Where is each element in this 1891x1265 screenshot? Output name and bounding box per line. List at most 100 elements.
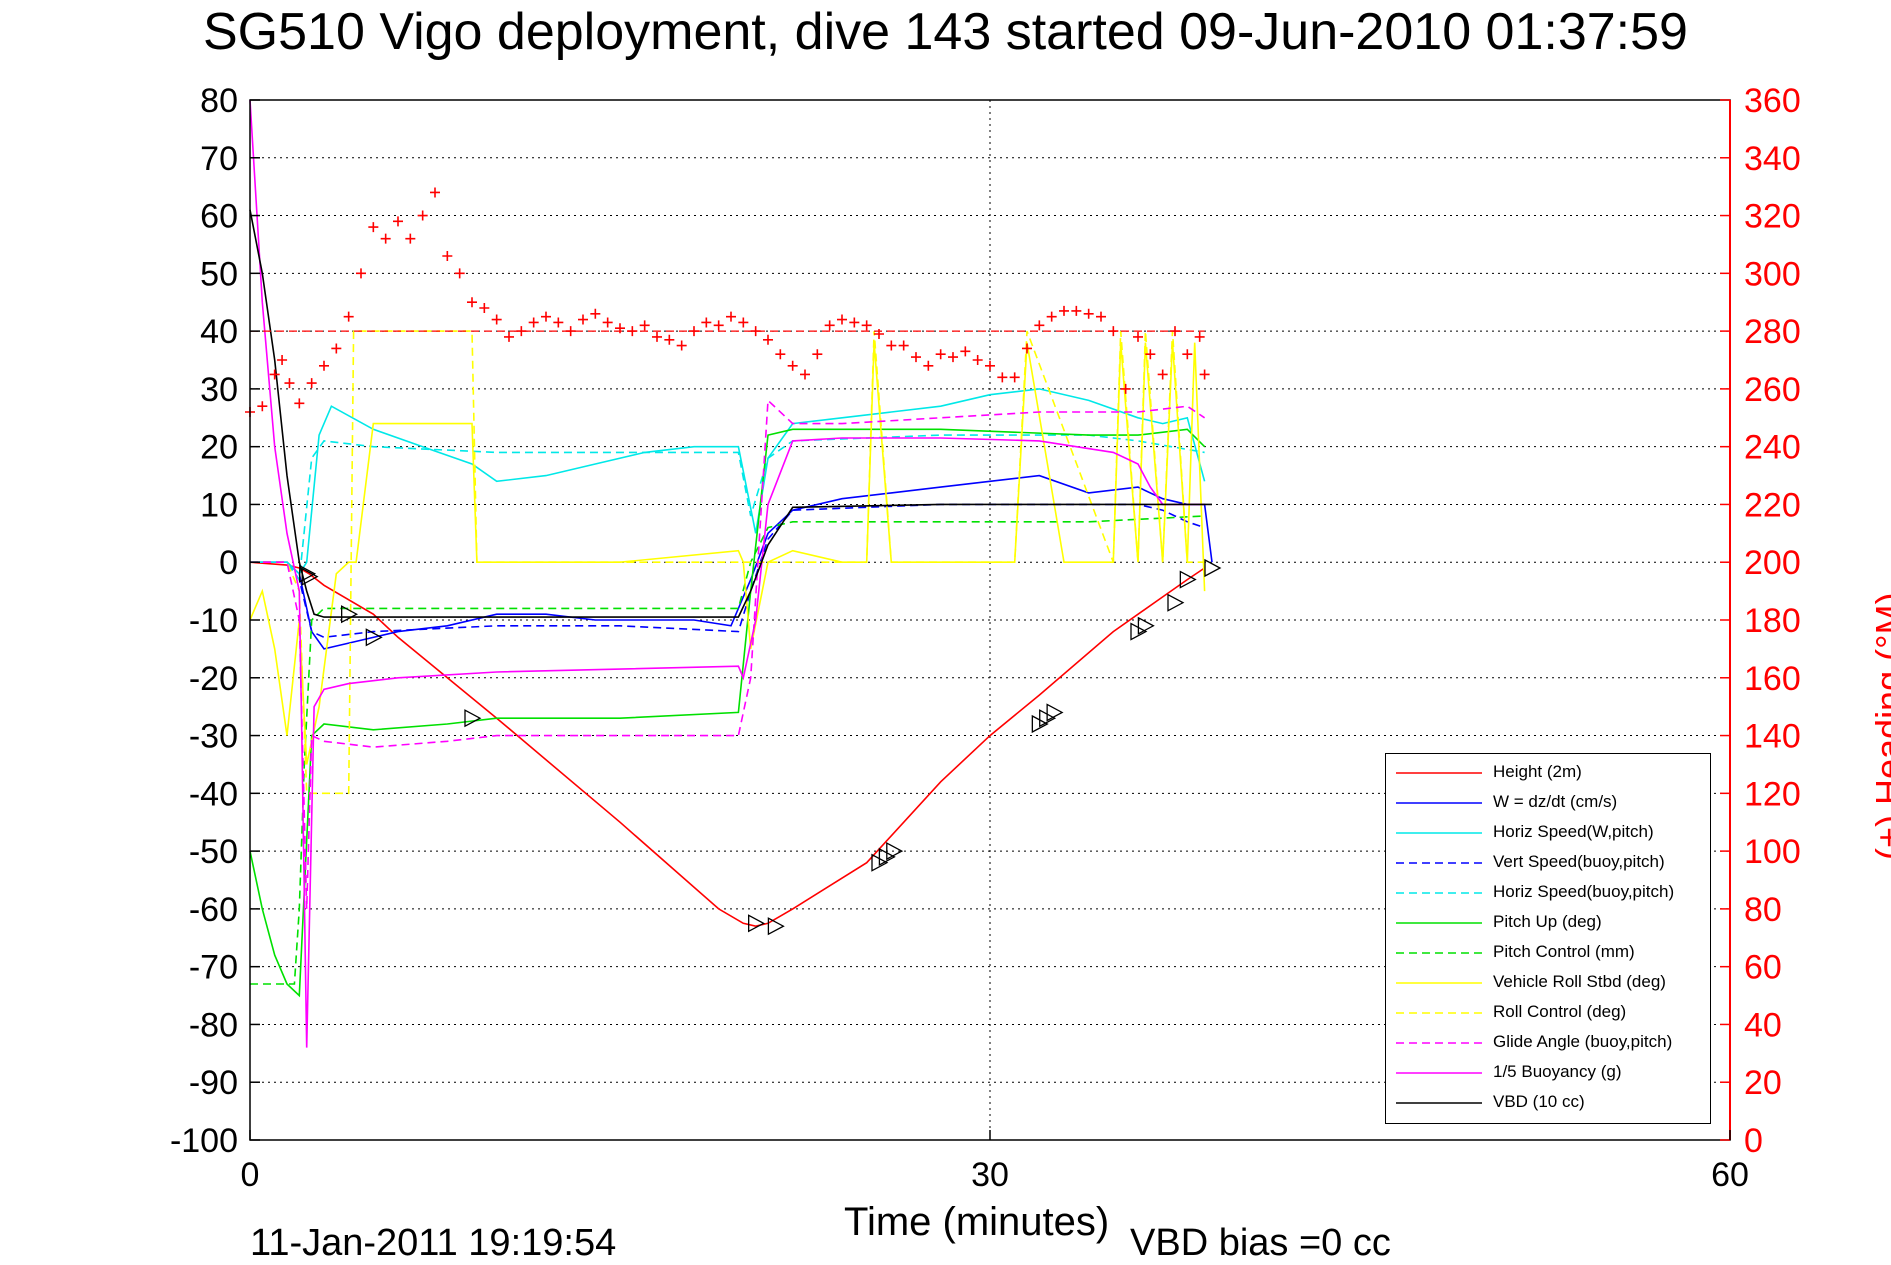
legend-entry: W = dz/dt (cm/s) — [1386, 788, 1710, 818]
ytick-label: 20 — [200, 429, 238, 467]
heading-marker — [442, 251, 453, 261]
y2tick-label: 0 — [1744, 1122, 1763, 1160]
heading-marker — [294, 398, 305, 409]
heading-marker — [1022, 343, 1032, 354]
heading-marker — [1133, 331, 1143, 342]
heading-marker — [590, 308, 601, 319]
heading-marker — [960, 346, 971, 357]
legend-entry: VBD (10 cc) — [1386, 1088, 1710, 1118]
legend-entry: Height (2m) — [1386, 758, 1710, 788]
legend-swatch — [1396, 862, 1482, 864]
y2tick-label: 320 — [1744, 198, 1801, 236]
triangle-marker — [365, 628, 383, 647]
legend-label: Glide Angle (buoy,pitch) — [1493, 1032, 1673, 1051]
heading-marker — [652, 331, 662, 342]
heading-marker — [627, 326, 638, 337]
legend-label: VBD (10 cc) — [1493, 1092, 1585, 1111]
legend-swatch — [1396, 1012, 1482, 1014]
heading-marker — [1194, 331, 1205, 342]
y2tick-label: 140 — [1744, 718, 1801, 756]
heading-marker — [1034, 320, 1045, 331]
legend: Height (2m) W = dz/dt (cm/s) Horiz Speed(W… — [1385, 753, 1711, 1124]
ytick-label: -20 — [189, 660, 238, 698]
ytick-label: -70 — [189, 949, 238, 987]
y2tick-label: 200 — [1744, 544, 1801, 582]
y2tick-label: 100 — [1744, 833, 1801, 871]
legend-label: Horiz Speed(buoy,pitch) — [1493, 882, 1675, 901]
series-line-4 — [250, 434, 1205, 582]
ytick-label: -40 — [189, 775, 238, 813]
legend-label: W = dz/dt (cm/s) — [1493, 792, 1618, 811]
legend-entry: Vert Speed(buoy,pitch) — [1386, 848, 1710, 878]
heading-marker — [1071, 305, 1082, 316]
heading-marker — [972, 355, 983, 365]
heading-marker — [800, 369, 810, 380]
heading-marker — [886, 340, 897, 351]
series-line-2 — [250, 388, 1206, 576]
legend-swatch — [1396, 1042, 1482, 1044]
heading-marker — [812, 349, 823, 360]
triangle-marker — [1137, 616, 1155, 635]
series-line-7 — [249, 342, 1206, 765]
ytick-label: -30 — [189, 718, 238, 756]
series-line-1 — [250, 474, 1213, 650]
legend-swatch — [1396, 922, 1482, 924]
heading-marker — [1182, 349, 1193, 360]
heading-marker — [775, 349, 786, 360]
y2tick-label: 360 — [1744, 82, 1801, 120]
ytick-label: -60 — [189, 891, 238, 929]
heading-marker — [331, 343, 342, 354]
ytick-label: 40 — [200, 313, 238, 351]
heading-marker — [701, 317, 712, 328]
heading-marker — [824, 320, 835, 331]
ytick-label: -50 — [189, 833, 238, 871]
legend-label: 1/5 Buoyancy (g) — [1493, 1062, 1622, 1081]
heading-marker — [306, 378, 317, 389]
heading-markers — [245, 187, 1210, 417]
heading-marker — [1145, 349, 1156, 360]
series-line-3 — [250, 503, 1205, 639]
heading-marker — [738, 317, 749, 328]
heading-marker — [343, 311, 354, 322]
triangle-marker — [1167, 593, 1185, 612]
y2tick-label: 280 — [1744, 313, 1801, 351]
heading-marker — [1059, 305, 1069, 316]
legend-swatch — [1396, 802, 1482, 804]
heading-marker — [898, 340, 909, 351]
heading-marker — [504, 331, 514, 342]
y2tick-label: 60 — [1744, 949, 1782, 987]
heading-marker — [689, 326, 699, 337]
heading-marker — [1046, 311, 1057, 322]
heading-marker — [861, 320, 872, 331]
heading-marker — [750, 326, 761, 337]
triangle-marker — [886, 842, 904, 861]
heading-marker — [615, 323, 625, 334]
legend-swatch — [1396, 892, 1482, 894]
legend-swatch — [1396, 832, 1482, 834]
legend-label: Vehicle Roll Stbd (deg) — [1493, 972, 1666, 991]
heading-marker — [368, 222, 379, 233]
y2tick-label: 340 — [1744, 140, 1801, 178]
heading-marker — [430, 187, 440, 198]
heading-marker — [874, 329, 884, 339]
ytick-label: 60 — [200, 198, 238, 236]
y2tick-label: 180 — [1744, 602, 1801, 640]
heading-marker — [516, 326, 527, 337]
triangle-marker — [341, 605, 359, 624]
xtick-label: 0 — [241, 1156, 260, 1194]
legend-label: Pitch Up (deg) — [1493, 912, 1602, 931]
heading-marker — [997, 372, 1008, 383]
series-line-5 — [249, 428, 1206, 998]
heading-marker — [1120, 383, 1131, 394]
heading-marker — [726, 311, 736, 322]
y2tick-label: 260 — [1744, 371, 1801, 409]
series-line-6 — [250, 515, 1205, 985]
heading-marker — [405, 233, 416, 244]
heading-marker — [356, 268, 366, 279]
series-line-9 — [250, 398, 1206, 909]
series-line-0 — [249, 561, 1206, 928]
heading-marker — [639, 320, 650, 331]
legend-label: Height (2m) — [1493, 762, 1582, 781]
chart-title: SG510 Vigo deployment, dive 143 started … — [203, 3, 1688, 61]
